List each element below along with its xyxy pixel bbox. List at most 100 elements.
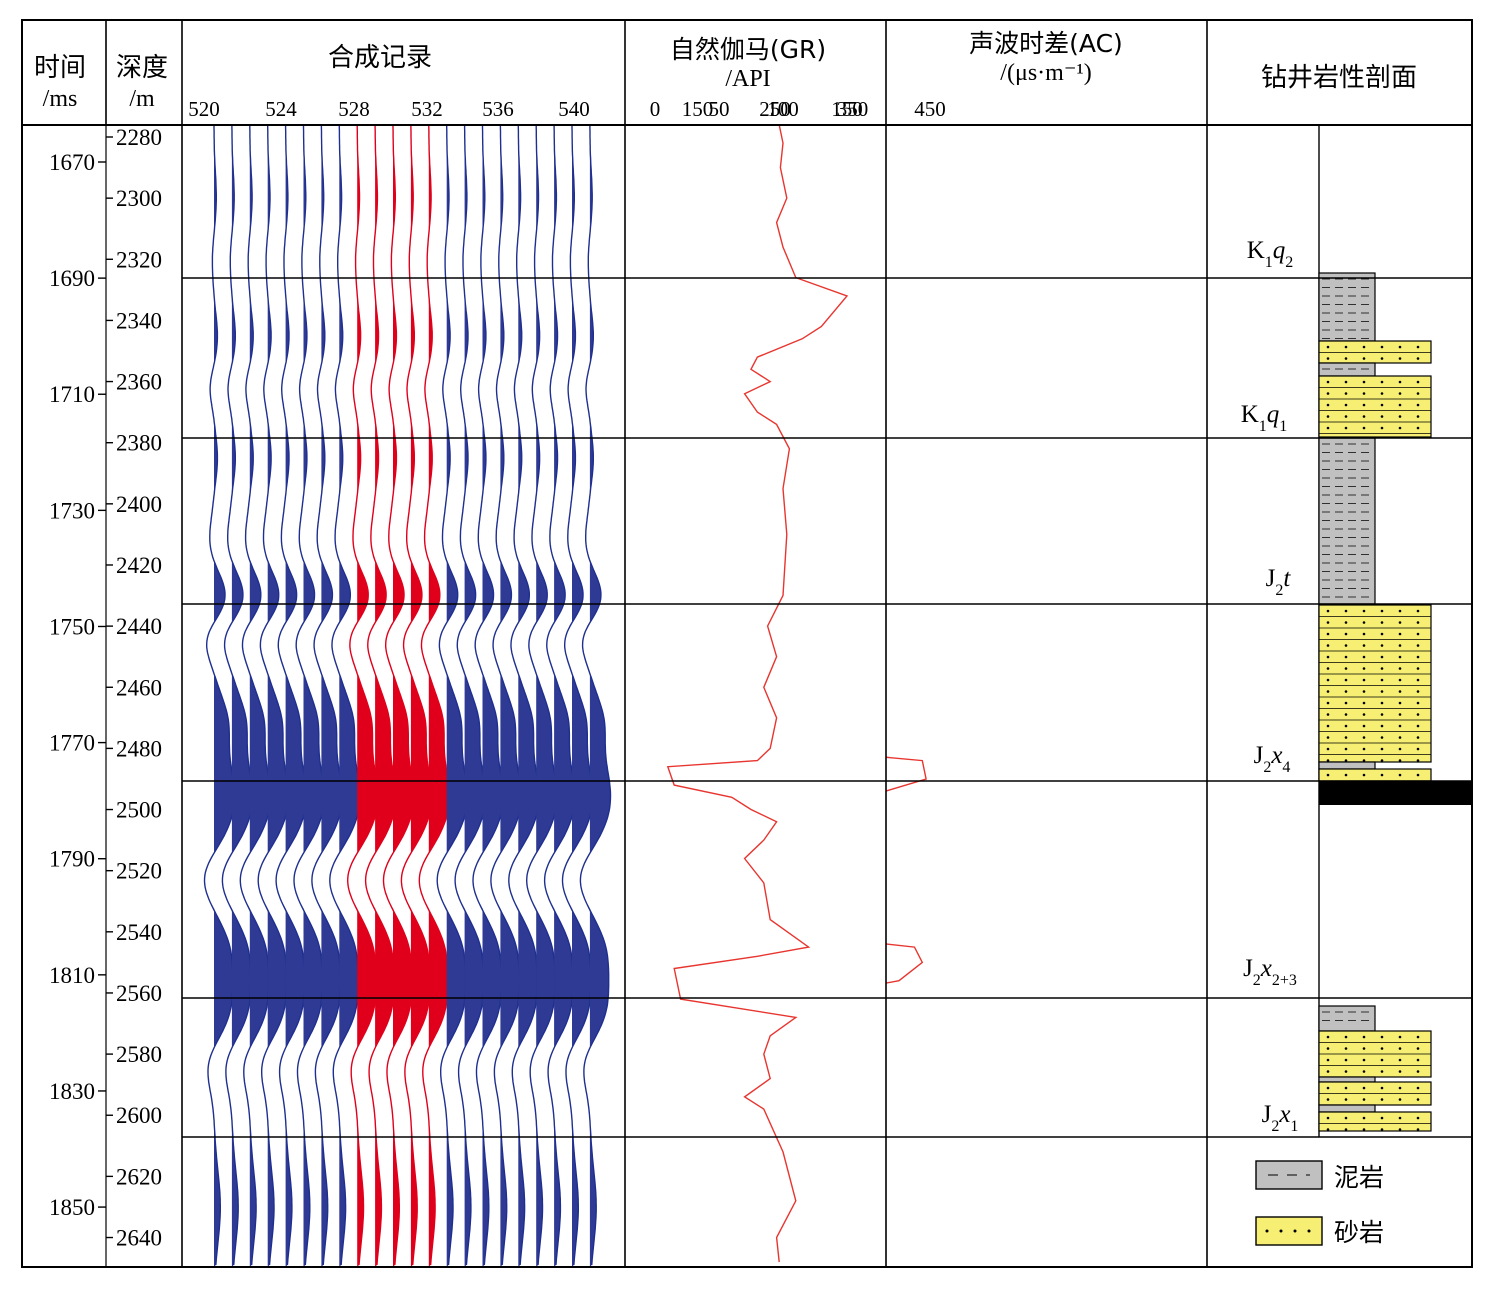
sandstone-dot	[1398, 1128, 1402, 1131]
mudstone-block	[1318, 272, 1376, 342]
depth-tick-label: 2600	[116, 1103, 162, 1128]
sandstone-dot	[1326, 701, 1330, 705]
sandstone-dot	[1398, 690, 1402, 693]
sandstone-dot	[1416, 655, 1420, 659]
ac-tick-label: 350	[837, 97, 869, 121]
depth-tick-label: 2580	[116, 1042, 162, 1067]
sandstone-dot	[1344, 1128, 1348, 1131]
sandstone-block	[1318, 340, 1432, 364]
mudstone-fill	[1318, 437, 1376, 605]
sandstone-dot	[1398, 1035, 1402, 1039]
sandstone-dot	[1398, 667, 1402, 670]
red-trace-fill	[357, 125, 378, 1267]
blue-trace-fill	[339, 125, 360, 1267]
sandstone-dot	[1416, 415, 1420, 418]
sandstone-dot	[1398, 713, 1402, 716]
sandstone-dot	[1416, 724, 1420, 728]
trace-tick-label: 540	[558, 97, 590, 121]
sandstone-fill	[1318, 1111, 1432, 1132]
sandstone-dot	[1416, 701, 1420, 705]
sandstone-dot	[1380, 1035, 1384, 1039]
depth-header-2: /m	[129, 86, 155, 112]
blue-trace-fill	[231, 125, 253, 1267]
sandstone-fill	[1318, 768, 1432, 782]
sandstone-dot	[1344, 667, 1348, 670]
ac-header-2: /(μs·m⁻¹)	[1000, 60, 1091, 86]
time-tick-label: 1790	[49, 847, 95, 872]
gr-tick-label: 150	[831, 97, 863, 121]
sandstone-dot	[1416, 667, 1420, 670]
sandstone-dot	[1344, 403, 1348, 407]
sandstone-dot	[1380, 1116, 1384, 1120]
formation-labels: K1q2 K1q1 J2t J2x4 J2x2+3 J2x1	[1241, 237, 1299, 1135]
sandstone-dot	[1362, 1047, 1366, 1050]
time-tick-label: 1730	[49, 498, 95, 523]
red-trace-fill	[375, 125, 396, 1267]
sandstone-dot	[1326, 773, 1330, 777]
sandstone-dot	[1344, 380, 1348, 384]
time-tick-label: 1850	[49, 1195, 95, 1220]
sandstone-dot	[1362, 1070, 1366, 1073]
sandstone-dot	[1326, 747, 1330, 751]
sandstone-dot	[1362, 426, 1366, 430]
sandstone-dot	[1416, 392, 1420, 395]
blue-trace	[311, 125, 343, 1266]
sandstone-dot	[1326, 392, 1330, 395]
sandstone-block	[1318, 1030, 1432, 1078]
sandstone-dot	[1344, 1086, 1348, 1090]
sandstone-dot	[1398, 1058, 1402, 1062]
sandstone-dot	[1326, 345, 1330, 349]
blue-trace-fill	[500, 125, 521, 1267]
sandstone-fill	[1318, 340, 1432, 364]
sandstone-dot	[1344, 747, 1348, 751]
sandstone-dot	[1326, 1035, 1330, 1039]
sandstone-dot	[1416, 736, 1420, 739]
sandstone-dot	[1344, 644, 1348, 647]
sandstone-dot	[1398, 759, 1402, 762]
blue-trace-fill	[249, 125, 271, 1267]
red-trace-fill	[428, 125, 450, 1267]
time-tick-label: 1750	[49, 614, 95, 639]
sandstone-dot	[1398, 773, 1402, 777]
legend-item-sandstone: 砂岩	[1255, 1216, 1384, 1247]
sandstone-dot	[1362, 667, 1366, 670]
sandstone-dot	[1344, 724, 1348, 728]
mudstone-fill	[1318, 1005, 1376, 1032]
sandstone-fill	[1318, 604, 1432, 763]
sandstone-dot	[1344, 690, 1348, 693]
sandstone-dot	[1380, 747, 1384, 751]
sandstone-dot	[1416, 644, 1420, 647]
lithology-column	[1318, 125, 1472, 1137]
gr-header-2: /API	[725, 66, 770, 92]
frame-lines	[21, 19, 1473, 1268]
sandstone-dot	[1326, 667, 1330, 670]
formation-label: K1q1	[1241, 401, 1288, 435]
trace-tick-label: 528	[338, 97, 370, 121]
sandstone-dot	[1362, 724, 1366, 728]
sandstone-dot	[1398, 644, 1402, 647]
sandstone-dot	[1344, 1035, 1348, 1039]
log-curves	[666, 125, 927, 1263]
formation-label: J2t	[1266, 565, 1292, 599]
gr-header-1: 自然伽马(GR)	[670, 35, 826, 64]
legend-sandstone-dot	[1293, 1229, 1297, 1233]
sandstone-dot	[1380, 736, 1384, 739]
sandstone-dot	[1380, 609, 1384, 613]
sandstone-dot	[1398, 1098, 1402, 1101]
ac-header-1: 声波时差(AC)	[969, 29, 1123, 58]
sandstone-dot	[1362, 1098, 1366, 1101]
ac-curve-group	[886, 756, 927, 984]
sandstone-dot	[1362, 747, 1366, 751]
sandstone-dot	[1380, 403, 1384, 407]
sandstone-dot	[1362, 759, 1366, 762]
sandstone-dot	[1416, 1058, 1420, 1062]
depth-tick-label: 2440	[116, 614, 162, 639]
blue-trace-fill	[214, 125, 235, 1267]
depth-tick-label: 2560	[116, 981, 162, 1006]
blue-trace	[454, 125, 486, 1266]
sandstone-dot	[1398, 357, 1402, 360]
blue-trace	[508, 125, 540, 1266]
ac-curve	[886, 756, 927, 984]
blue-trace	[525, 125, 558, 1266]
